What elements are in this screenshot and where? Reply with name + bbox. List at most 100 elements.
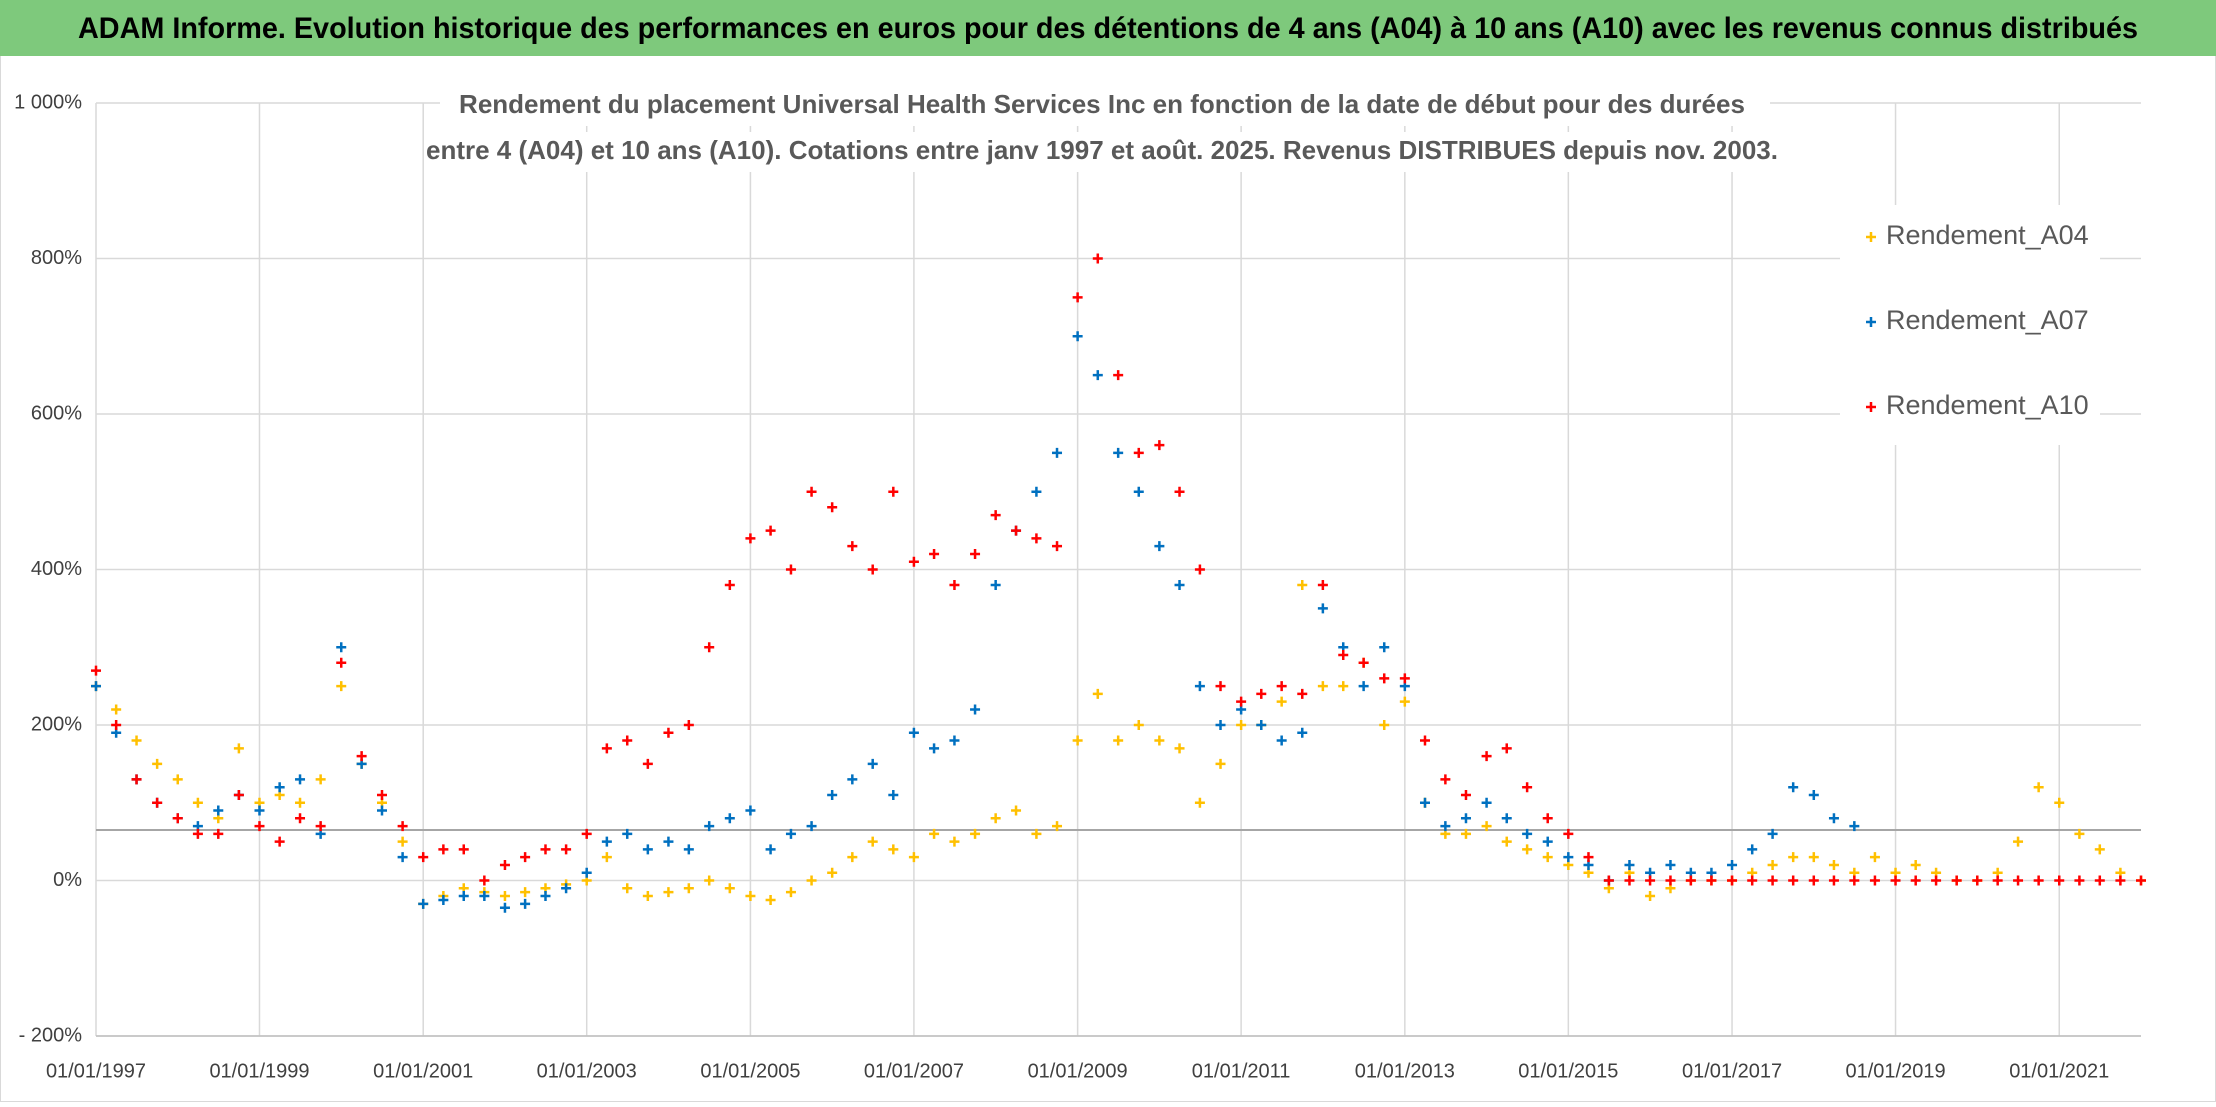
marker [806,875,817,886]
marker [1011,525,1022,536]
marker [847,541,858,552]
marker [111,720,122,730]
marker [827,867,838,878]
marker [683,844,694,855]
marker [1727,875,1738,886]
marker [683,883,694,894]
marker [1338,650,1349,661]
marker [1379,642,1390,653]
marker [642,758,653,769]
marker [2054,797,2065,808]
marker [908,852,919,863]
marker [1501,813,1512,824]
page-title: ADAM Informe. Evolution historique des p… [78,12,2138,45]
marker [1828,813,1839,824]
marker [458,844,469,855]
marker [949,836,960,847]
marker [254,805,265,816]
marker [1501,836,1512,847]
marker [2033,875,2044,886]
marker [622,883,633,894]
marker [806,486,817,497]
marker [377,789,387,800]
marker [499,902,510,913]
marker [622,828,633,839]
marker [295,813,306,824]
marker [1788,875,1799,886]
marker [1563,828,1574,839]
marker [192,828,203,839]
marker [2013,875,2024,886]
marker [827,502,838,513]
marker [1849,875,1860,886]
chart-subtitle: Rendement du placement Universal Health … [459,89,1745,119]
marker [1910,859,1921,870]
marker [499,859,510,870]
x-tick-label: 01/01/2019 [1845,1060,1945,1082]
title-bar [0,0,2216,56]
marker [192,797,203,808]
marker [1869,875,1880,886]
marker [1481,751,1492,762]
marker [929,743,940,754]
x-tick-label: 01/01/2003 [537,1060,637,1082]
marker [1297,688,1308,699]
marker [1276,735,1287,746]
marker [990,580,1001,591]
marker [1052,541,1063,552]
marker [1215,758,1226,769]
marker [1828,859,1839,870]
marker [1379,720,1390,730]
marker [2094,875,2105,886]
marker [745,533,756,544]
marker [152,797,163,808]
marker [847,774,858,785]
marker [1358,681,1369,692]
marker [233,743,244,754]
marker [1011,805,1022,816]
marker [908,556,919,567]
x-tick-label: 01/01/2017 [1682,1060,1782,1082]
marker [438,894,449,905]
marker [213,828,224,839]
marker [888,789,899,800]
marker [1828,875,1839,886]
marker [704,875,715,886]
marker [1031,828,1042,839]
marker [274,782,285,793]
marker [765,894,776,905]
legend-label: Rendement_A04 [1886,220,2089,250]
y-tick-label: 1 000% [14,91,82,113]
marker [1788,782,1799,793]
marker [540,891,551,902]
marker [520,887,531,898]
marker [91,665,101,676]
marker [847,852,858,863]
marker [642,891,653,902]
marker [1727,859,1738,870]
marker [2013,836,2024,847]
y-tick-label: 600% [31,402,82,424]
marker [438,844,449,855]
marker [724,883,735,894]
marker [1419,797,1430,808]
marker [1031,486,1042,497]
marker [172,774,183,785]
marker [1522,828,1533,839]
marker [929,828,940,839]
marker [970,828,981,839]
marker [1092,253,1103,264]
marker [867,758,878,769]
marker [1113,370,1124,381]
marker [274,836,285,847]
marker [111,704,122,715]
marker [1072,735,1083,746]
marker [1460,828,1471,839]
marker [1154,541,1165,552]
marker [1256,688,1267,699]
marker [131,774,142,785]
marker [601,836,612,847]
marker [2054,875,2065,886]
marker [1808,852,1819,863]
